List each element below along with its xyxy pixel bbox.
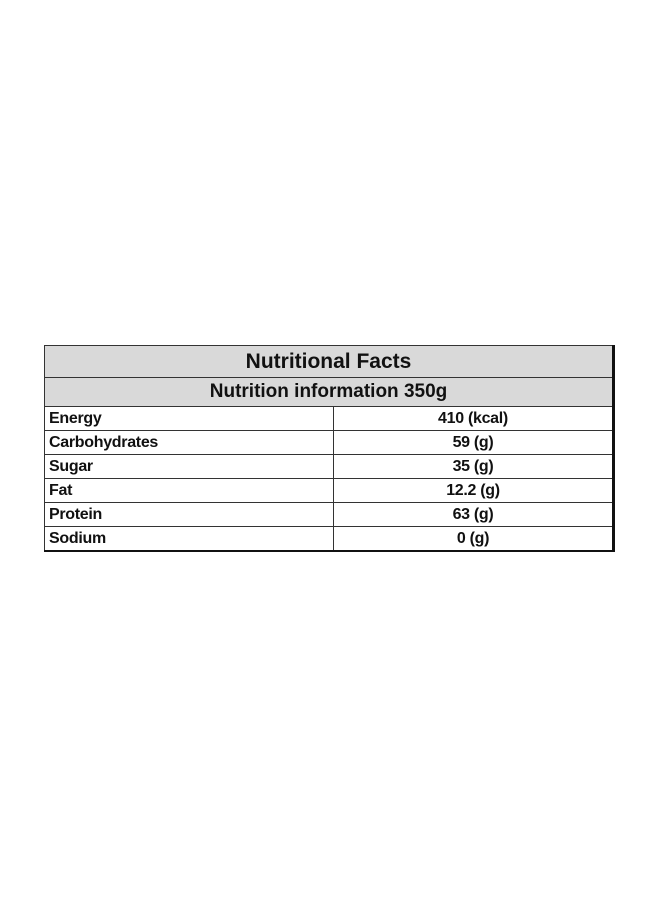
- nutrient-row: Protein 63 (g): [44, 502, 614, 527]
- nutrient-value: 12.2 (g): [333, 478, 614, 503]
- nutrient-row: Sodium 0 (g): [44, 526, 614, 552]
- table-subtitle: Nutrition information 350g: [44, 377, 614, 407]
- title-row: Nutritional Facts: [44, 345, 614, 378]
- nutrient-row: Sugar 35 (g): [44, 454, 614, 479]
- nutrient-name: Fat: [44, 478, 334, 503]
- nutrient-name: Protein: [44, 502, 334, 527]
- nutrition-table: Nutritional Facts Nutrition information …: [44, 345, 615, 552]
- subtitle-row: Nutrition information 350g: [44, 377, 614, 407]
- nutrient-row: Fat 12.2 (g): [44, 478, 614, 503]
- nutrient-row: Energy 410 (kcal): [44, 406, 614, 431]
- nutrient-name: Carbohydrates: [44, 430, 334, 455]
- nutrient-name: Sugar: [44, 454, 334, 479]
- nutrient-name: Sodium: [44, 526, 334, 552]
- nutrient-value: 410 (kcal): [333, 406, 614, 431]
- nutrient-row: Carbohydrates 59 (g): [44, 430, 614, 455]
- nutrient-value: 0 (g): [333, 526, 614, 552]
- nutrient-value: 35 (g): [333, 454, 614, 479]
- nutrient-name: Energy: [44, 406, 334, 431]
- table-body: Nutritional Facts Nutrition information …: [44, 345, 614, 552]
- table-title: Nutritional Facts: [44, 345, 614, 378]
- nutrient-value: 63 (g): [333, 502, 614, 527]
- nutrient-value: 59 (g): [333, 430, 614, 455]
